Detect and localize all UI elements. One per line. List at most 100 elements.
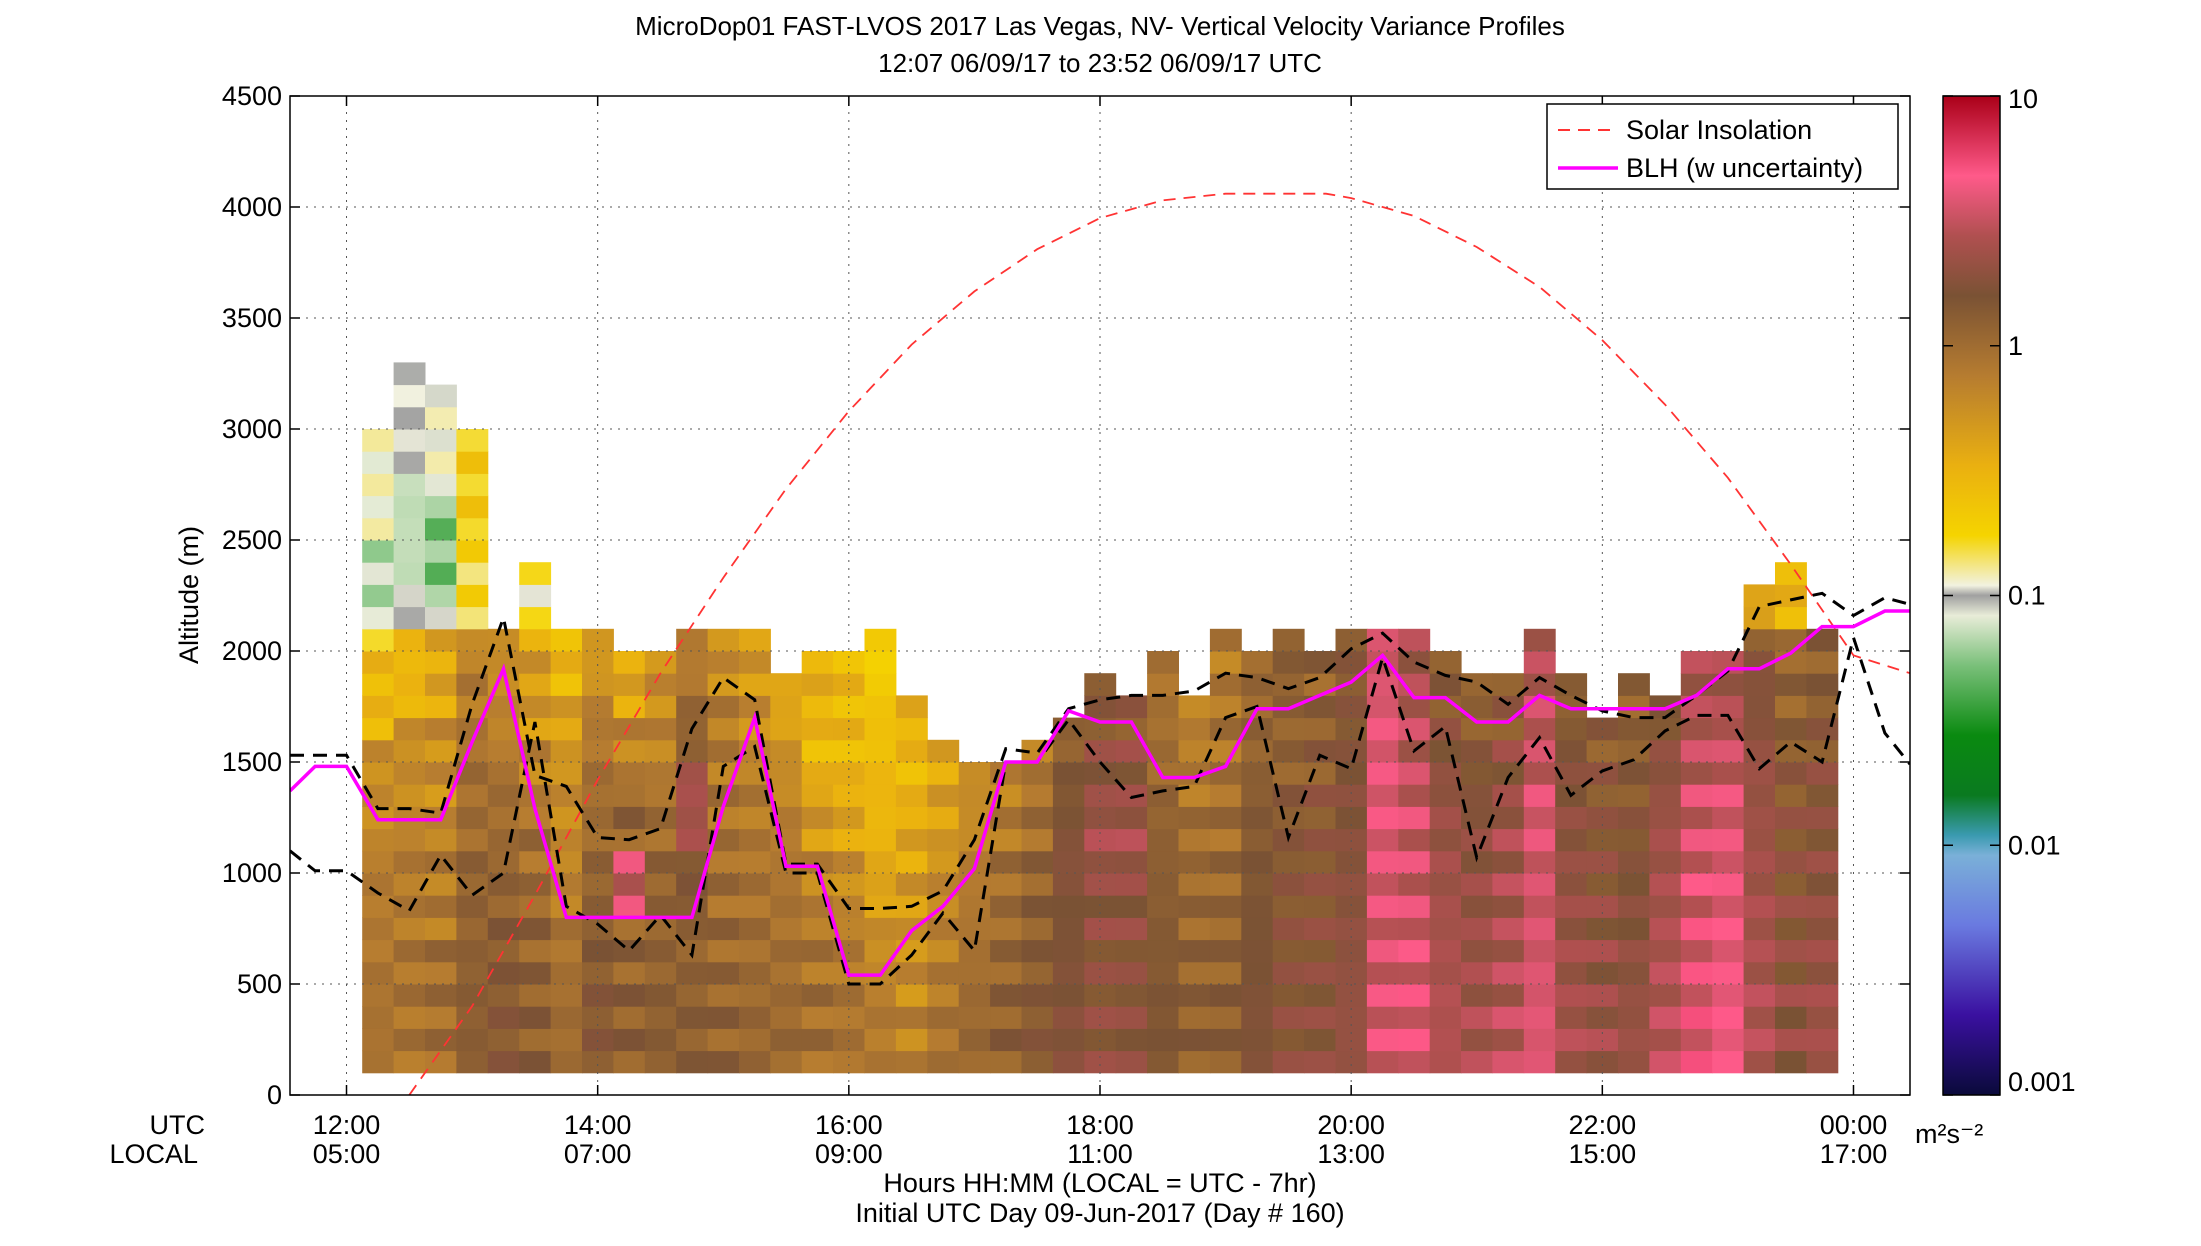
variance-cell	[1147, 784, 1179, 807]
variance-cell	[456, 762, 489, 785]
variance-cell	[864, 784, 897, 807]
variance-cell	[1021, 961, 1054, 985]
variance-cell	[362, 673, 395, 696]
variance-cell	[456, 828, 489, 852]
variance-cell	[1680, 984, 1713, 1007]
variance-cell	[644, 673, 677, 696]
variance-cell	[833, 1028, 865, 1052]
variance-cell	[958, 984, 991, 1007]
variance-cell	[425, 495, 457, 519]
variance-cell	[393, 961, 426, 985]
variance-cell	[1021, 784, 1054, 807]
variance-cell	[676, 762, 709, 785]
variance-cell	[487, 784, 520, 807]
variance-cell	[1492, 828, 1525, 852]
variance-cell	[739, 895, 771, 918]
variance-cell	[990, 850, 1022, 874]
variance-cell	[707, 939, 740, 963]
variance-cell	[1335, 873, 1368, 896]
variance-cell	[1366, 784, 1399, 807]
variance-cell	[644, 984, 677, 1007]
variance-cell	[707, 1050, 740, 1074]
variance-cell	[1241, 828, 1274, 852]
variance-cell	[393, 739, 426, 763]
variance-cell	[1241, 651, 1274, 674]
variance-cell	[456, 673, 489, 696]
variance-cell	[676, 695, 709, 719]
variance-cell	[1680, 717, 1713, 741]
variance-cell	[550, 1028, 583, 1052]
variance-cell	[676, 739, 709, 763]
variance-cell	[519, 1006, 552, 1029]
variance-cell	[1209, 1050, 1242, 1074]
variance-cell	[1335, 784, 1368, 807]
variance-cell	[1335, 828, 1368, 852]
variance-cell	[582, 828, 614, 852]
variance-cell	[833, 695, 865, 719]
variance-cell	[1209, 939, 1242, 963]
variance-cell	[1555, 939, 1588, 963]
variance-cell	[676, 673, 709, 696]
variance-cell	[362, 584, 395, 608]
variance-cell	[550, 784, 583, 807]
variance-cells	[362, 362, 1839, 1074]
variance-cell	[1178, 717, 1211, 741]
variance-cell	[487, 1006, 520, 1029]
variance-cell	[550, 717, 583, 741]
variance-cell	[1523, 939, 1556, 963]
variance-cell	[1649, 939, 1682, 963]
variance-cell	[425, 406, 457, 430]
variance-cell	[1398, 651, 1431, 674]
variance-cell	[1052, 939, 1085, 963]
variance-cell	[1429, 873, 1462, 896]
variance-cell	[739, 873, 771, 896]
variance-cell	[1806, 628, 1839, 652]
variance-cell	[1209, 695, 1242, 719]
variance-cell	[927, 939, 960, 963]
variance-cell	[1398, 917, 1431, 941]
x-tick-label-local: 11:00	[1067, 1139, 1133, 1169]
variance-cell	[1209, 917, 1242, 941]
variance-cell	[393, 917, 426, 941]
variance-cell	[1743, 1050, 1776, 1074]
variance-cell	[1272, 961, 1305, 985]
variance-cell	[1304, 917, 1336, 941]
variance-cell	[958, 939, 991, 963]
variance-cell	[1586, 873, 1619, 896]
variance-cell	[362, 473, 395, 497]
variance-cell	[1712, 895, 1745, 918]
variance-cell	[1461, 917, 1493, 941]
variance-cell	[895, 873, 928, 896]
variance-cell	[1366, 695, 1399, 719]
variance-cell	[1115, 695, 1148, 719]
variance-cell	[1586, 828, 1619, 852]
variance-cell	[1649, 1006, 1682, 1029]
variance-cell	[1147, 917, 1179, 941]
variance-cell	[1366, 984, 1399, 1007]
variance-cell	[739, 628, 771, 652]
variance-cell	[1272, 1006, 1305, 1029]
variance-cell	[895, 850, 928, 874]
variance-cell	[1680, 1028, 1713, 1052]
variance-cell	[1555, 717, 1588, 741]
variance-cell	[1209, 739, 1242, 763]
variance-cell	[613, 673, 646, 696]
variance-cell	[1398, 1050, 1431, 1074]
variance-cell	[1115, 984, 1148, 1007]
variance-cell	[1806, 873, 1839, 896]
variance-cell	[1523, 895, 1556, 918]
variance-cell	[990, 762, 1022, 785]
variance-cell	[393, 628, 426, 652]
variance-cell	[1209, 673, 1242, 696]
variance-cell	[1743, 917, 1776, 941]
variance-cell	[895, 1006, 928, 1029]
variance-cell	[582, 895, 614, 918]
variance-cell	[519, 917, 552, 941]
variance-cell	[1304, 651, 1336, 674]
variance-cell	[393, 540, 426, 563]
x-tick-label-utc: 16:00	[815, 1110, 883, 1140]
variance-cell	[1806, 762, 1839, 785]
variance-cell	[676, 917, 709, 941]
variance-cell	[1712, 784, 1745, 807]
variance-cell	[1241, 806, 1274, 830]
